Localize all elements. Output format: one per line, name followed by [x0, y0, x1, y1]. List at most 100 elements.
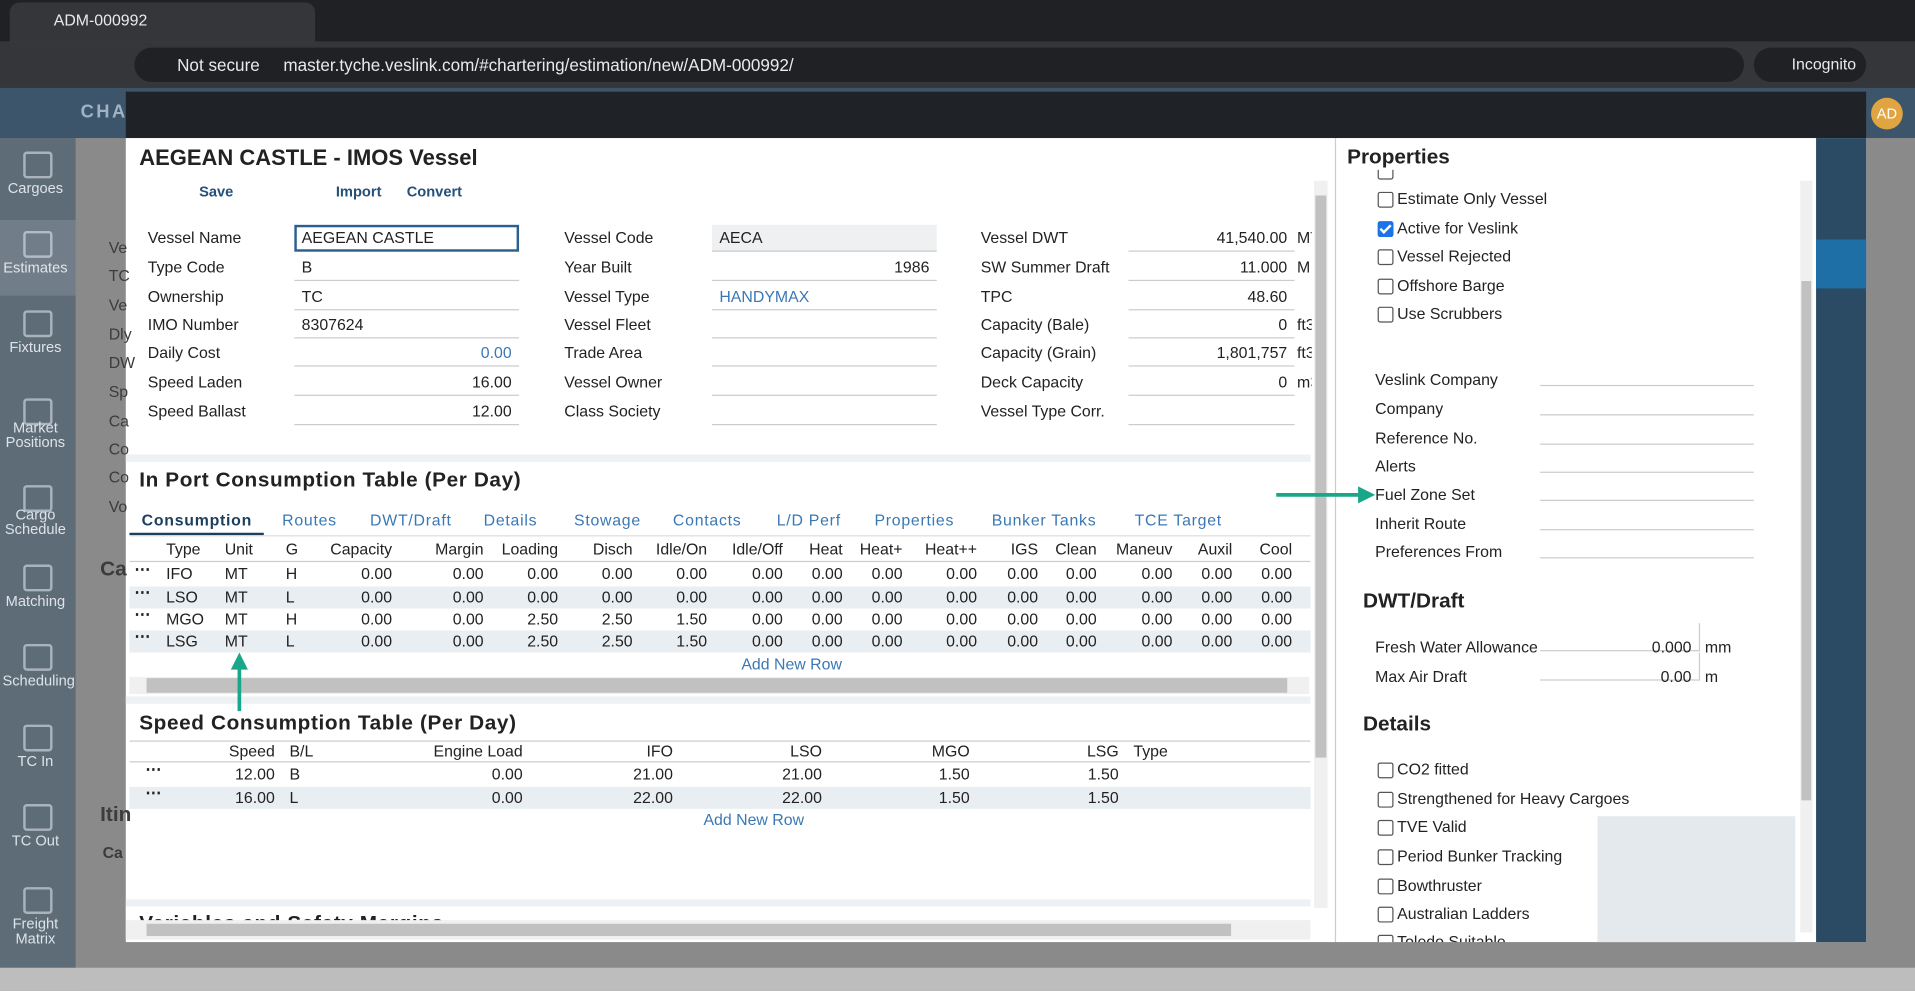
checkbox[interactable] — [1377, 934, 1394, 943]
tab[interactable]: Consumption — [141, 510, 253, 530]
checkbox[interactable] — [1377, 762, 1394, 779]
field-input[interactable] — [712, 254, 937, 282]
panel-scroll-thumb[interactable] — [1801, 281, 1812, 801]
cell: 1.50 — [676, 631, 708, 651]
cell: 0.00 — [452, 587, 484, 607]
bg-label: Co — [108, 439, 129, 459]
checkbox[interactable] — [1377, 849, 1394, 866]
checkbox[interactable] — [1377, 249, 1394, 266]
tab[interactable]: Bunker Tanks — [991, 510, 1097, 530]
tab[interactable] — [9, 2, 316, 42]
column-header: Speed — [228, 741, 275, 761]
add-row[interactable]: Add New Row — [741, 654, 842, 674]
field-input[interactable] — [1128, 369, 1295, 396]
field-input[interactable] — [294, 283, 520, 311]
field-input[interactable] — [1128, 254, 1295, 282]
row-bg — [129, 630, 1311, 653]
row-menu[interactable]: ⋯ — [145, 783, 162, 802]
row-menu[interactable]: ⋯ — [145, 760, 162, 779]
nav-item[interactable]: Cargoes — [7, 179, 64, 197]
section-title: Speed Consumption Table (Per Day) — [139, 711, 517, 735]
tab[interactable]: Details — [483, 510, 538, 530]
row-menu[interactable]: ⋯ — [134, 582, 151, 602]
toolbar-button[interactable]: Convert — [406, 183, 463, 201]
field-input[interactable] — [1128, 312, 1295, 339]
nav-item[interactable]: Scheduling — [2, 672, 75, 690]
row-menu[interactable]: ⋯ — [134, 604, 151, 624]
checkbox[interactable] — [1377, 306, 1394, 323]
field-value: AECA — [719, 228, 763, 247]
field-input[interactable] — [294, 254, 520, 282]
field-input[interactable] — [294, 398, 520, 426]
profile-chip[interactable] — [1753, 47, 1867, 82]
field-input[interactable] — [294, 369, 520, 396]
toolbar-button[interactable]: Import — [335, 183, 382, 201]
field-input[interactable] — [294, 312, 520, 339]
checkbox[interactable] — [1377, 191, 1394, 208]
field-input[interactable] — [712, 369, 937, 396]
checkbox[interactable] — [1377, 878, 1394, 895]
cell: L — [289, 788, 299, 807]
cell: 0.00 — [676, 564, 708, 583]
nav-item[interactable]: TC In — [17, 752, 54, 770]
tab[interactable]: L/D Perf — [776, 510, 841, 530]
cell: 0.00 — [1065, 587, 1097, 607]
nav-item[interactable]: Estimates — [3, 259, 68, 277]
field-input[interactable] — [712, 340, 937, 367]
checkbox[interactable] — [1377, 278, 1394, 295]
row-menu[interactable]: ⋯ — [134, 626, 151, 646]
nav-icon — [23, 724, 53, 752]
cell: 2.50 — [601, 631, 633, 651]
field-input[interactable] — [712, 224, 937, 252]
field-label: Vessel Name — [147, 228, 242, 247]
column-header: Capacity — [330, 540, 393, 559]
nav-item[interactable]: Freight Matrix — [12, 915, 59, 947]
cell: 0.00 — [452, 609, 484, 629]
field-input[interactable] — [1128, 398, 1295, 426]
column-header: G — [285, 540, 299, 559]
tab[interactable]: Stowage — [574, 510, 641, 530]
field-label: Vessel DWT — [980, 228, 1069, 247]
omnibox[interactable] — [134, 47, 1745, 82]
nav-icon — [23, 230, 53, 258]
nav-item[interactable]: Cargo Schedule — [4, 505, 66, 538]
checkbox[interactable] — [1377, 819, 1394, 836]
checkbox[interactable] — [1377, 221, 1394, 238]
column-header: IGS — [1010, 540, 1039, 559]
field-label: Reference No. — [1375, 428, 1478, 448]
section-clip: Variables and Safety Margins — [125, 906, 1311, 921]
scroll-thumb[interactable] — [1315, 195, 1327, 758]
field-input[interactable] — [712, 283, 937, 311]
nav-item[interactable]: Fixtures — [9, 338, 62, 356]
field-label: Max Air Draft — [1375, 667, 1467, 686]
cell: LSO — [166, 587, 198, 607]
settings-tool[interactable] — [1816, 239, 1867, 289]
url[interactable]: master.tyche.veslink.com/#chartering/est… — [283, 54, 794, 75]
tab[interactable]: Routes — [282, 510, 337, 530]
cell: 1.50 — [1087, 788, 1119, 807]
nav-item[interactable]: Market Positions — [5, 419, 66, 451]
cell: MT — [224, 609, 248, 629]
checkbox[interactable] — [1377, 906, 1394, 923]
checkbox[interactable] — [1377, 791, 1394, 808]
section-gap — [125, 454, 1311, 462]
toolbar-button[interactable]: Save — [199, 183, 234, 201]
field-input[interactable] — [1128, 283, 1295, 311]
table-scroll-thumb[interactable] — [146, 678, 1288, 693]
nav-item[interactable]: Matching — [5, 592, 66, 610]
field-input[interactable] — [712, 398, 937, 426]
add-row[interactable]: Add New Row — [703, 810, 805, 829]
field-input[interactable] — [1128, 340, 1295, 367]
tab[interactable]: Properties — [874, 510, 955, 530]
hscroll-thumb[interactable] — [146, 923, 1232, 936]
field-input[interactable] — [712, 312, 937, 339]
nav-item[interactable]: TC Out — [11, 832, 60, 850]
field-input[interactable] — [1128, 225, 1295, 252]
field-input[interactable] — [294, 340, 520, 367]
tab[interactable]: Contacts — [672, 510, 742, 530]
row-menu[interactable]: ⋯ — [134, 559, 151, 578]
column-header: Heat — [809, 540, 843, 559]
field-input[interactable] — [294, 224, 520, 252]
tab[interactable]: DWT/Draft — [370, 510, 452, 530]
tab[interactable]: TCE Target — [1134, 510, 1222, 530]
